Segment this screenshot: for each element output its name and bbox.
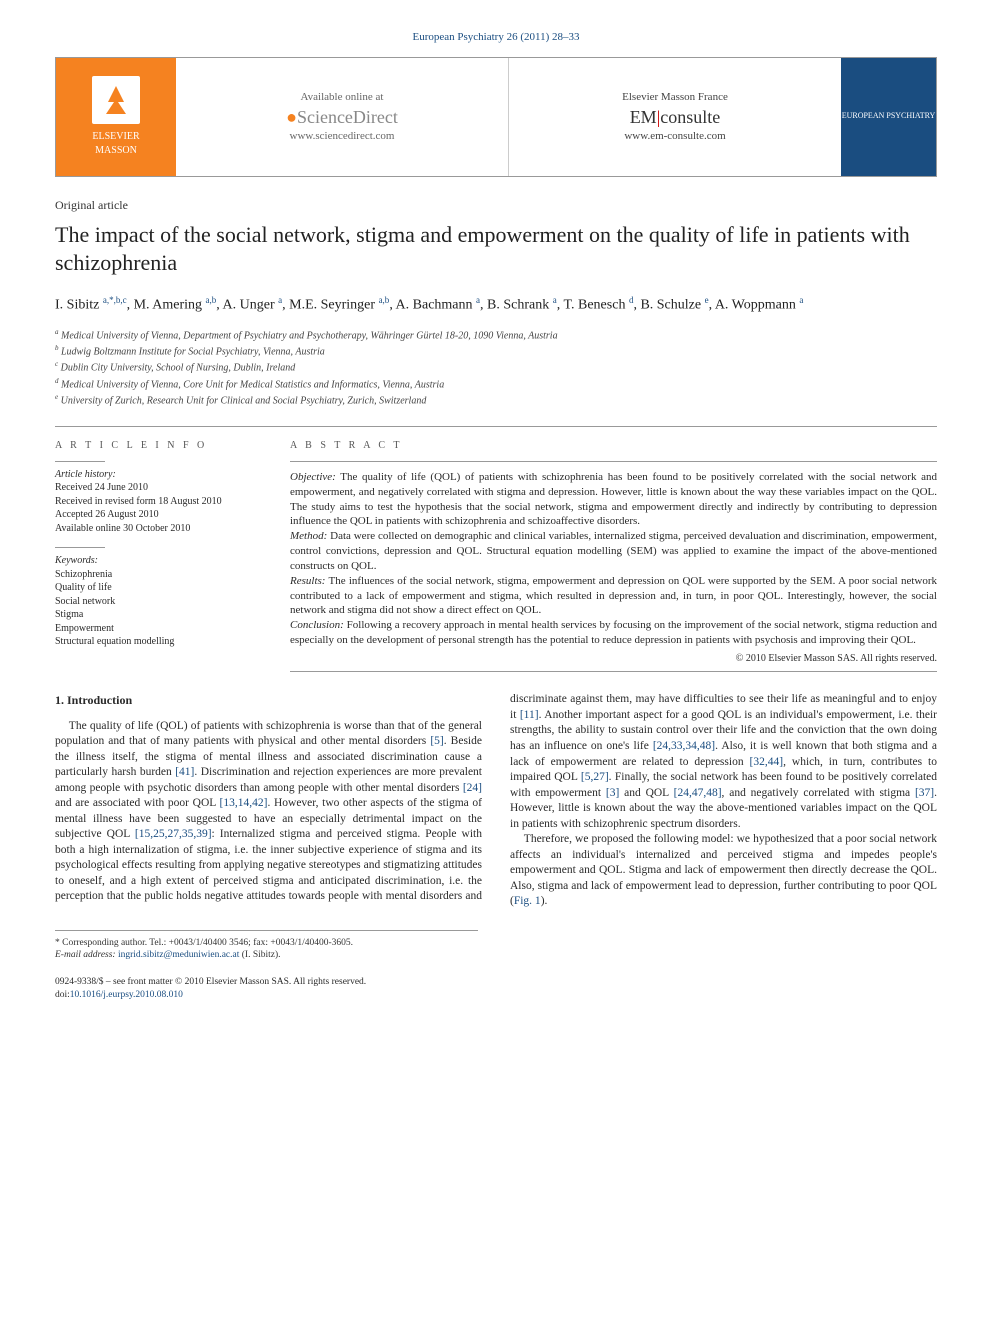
abstract-column: A B S T R A C T Objective: The quality o… — [290, 439, 937, 672]
affiliation-line: e University of Zurich, Research Unit fo… — [55, 393, 937, 408]
affiliation-line: a Medical University of Vienna, Departme… — [55, 328, 937, 343]
history-line: Received in revised form 18 August 2010 — [55, 495, 260, 509]
publisher-name-top: ELSEVIER — [92, 130, 139, 144]
ref-link[interactable]: [15,25,27,35,39] — [135, 828, 212, 840]
abstract-results: The influences of the social network, st… — [290, 575, 937, 617]
keyword: Schizophrenia — [55, 568, 260, 582]
ref-link[interactable]: [11] — [520, 709, 539, 721]
ref-link[interactable]: [5] — [430, 735, 443, 747]
article-type: Original article — [55, 197, 937, 213]
corr-email-link[interactable]: ingrid.sibitz@meduniwien.ac.at — [118, 950, 239, 960]
paragraph: Therefore, we proposed the following mod… — [510, 832, 937, 910]
affiliation-line: c Dublin City University, School of Nurs… — [55, 360, 937, 375]
ref-link[interactable]: [24,33,34,48] — [653, 740, 715, 752]
affiliation-line: d Medical University of Vienna, Core Uni… — [55, 377, 937, 392]
divider — [290, 461, 937, 462]
article-title: The impact of the social network, stigma… — [55, 221, 937, 276]
keyword: Structural equation modelling — [55, 635, 260, 649]
journal-cover-thumb: EUROPEAN PSYCHIATRY — [841, 58, 936, 176]
affiliations: a Medical University of Vienna, Departme… — [55, 328, 937, 409]
abstract-method-label: Method: — [290, 530, 327, 542]
figure-link[interactable]: Fig. 1 — [514, 895, 541, 907]
front-matter-text: 0924-9338/$ – see front matter © 2010 El… — [55, 976, 937, 989]
elsevier-tree-icon — [92, 76, 140, 124]
sd-url[interactable]: www.sciencedirect.com — [290, 129, 395, 144]
sciencedirect-logo: ●ScienceDirect — [286, 105, 398, 129]
history-line: Accepted 26 August 2010 — [55, 508, 260, 522]
abstract-objective: The quality of life (QOL) of patients wi… — [290, 471, 937, 528]
affiliation-line: b Ludwig Boltzmann Institute for Social … — [55, 344, 937, 359]
ref-link[interactable]: [37] — [915, 787, 934, 799]
keywords-label: Keywords: — [55, 554, 260, 568]
divider — [290, 671, 937, 672]
abstract-results-label: Results: — [290, 575, 325, 587]
journal-header: European Psychiatry 26 (2011) 28–33 — [55, 30, 937, 45]
abstract-copyright: © 2010 Elsevier Masson SAS. All rights r… — [290, 652, 937, 666]
author-list: I. Sibitz a,*,b,c, M. Amering a,b, A. Un… — [55, 294, 937, 316]
abstract-heading: A B S T R A C T — [290, 439, 937, 453]
publisher-name-bottom: MASSON — [95, 144, 137, 158]
divider — [55, 426, 937, 427]
em-consulte-panel: Elsevier Masson France EM|consulte www.e… — [509, 58, 841, 176]
ref-link[interactable]: [41] — [175, 766, 194, 778]
article-info-heading: A R T I C L E I N F O — [55, 439, 260, 453]
corr-author-line: * Corresponding author. Tel.: +0043/1/40… — [55, 937, 478, 950]
em-url[interactable]: www.em-consulte.com — [624, 129, 725, 144]
article-body: 1. Introduction The quality of life (QOL… — [55, 692, 937, 909]
doi-link[interactable]: 10.1016/j.eurpsy.2010.08.010 — [70, 990, 183, 1000]
em-consulte-logo: EM|consulte — [630, 105, 721, 129]
ref-link[interactable]: [5,27] — [581, 771, 609, 783]
keyword: Quality of life — [55, 581, 260, 595]
divider-short — [55, 547, 105, 548]
ref-link[interactable]: [32,44] — [750, 756, 784, 768]
keyword: Social network — [55, 595, 260, 609]
ref-link[interactable]: [3] — [606, 787, 619, 799]
divider-short — [55, 461, 105, 462]
keyword: Empowerment — [55, 622, 260, 636]
abstract-conclusion: Following a recovery approach in mental … — [290, 619, 937, 646]
elsevier-masson-logo: ELSEVIER MASSON — [56, 58, 176, 176]
ref-link[interactable]: [24] — [463, 782, 482, 794]
ref-link[interactable]: [24,47,48] — [674, 787, 722, 799]
sciencedirect-panel: Available online at ●ScienceDirect www.s… — [176, 58, 509, 176]
keyword: Stigma — [55, 608, 260, 622]
ref-link[interactable]: [13,14,42] — [220, 797, 268, 809]
abstract-body: Objective: The quality of life (QOL) of … — [290, 470, 937, 648]
doi-label: doi: — [55, 990, 70, 1000]
abstract-conclusion-label: Conclusion: — [290, 619, 344, 631]
publisher-banner: ELSEVIER MASSON Available online at ●Sci… — [55, 57, 937, 177]
journal-cover-title: EUROPEAN PSYCHIATRY — [842, 111, 936, 122]
corr-email-who: (I. Sibitz). — [239, 950, 280, 960]
abstract-method: Data were collected on demographic and c… — [290, 530, 937, 572]
history-label: Article history: — [55, 468, 260, 482]
email-label: E-mail address: — [55, 950, 116, 960]
sd-available-text: Available online at — [301, 90, 384, 105]
article-info-column: A R T I C L E I N F O Article history: R… — [55, 439, 260, 672]
section-heading: 1. Introduction — [55, 692, 482, 708]
abstract-objective-label: Objective: — [290, 471, 336, 483]
em-top-text: Elsevier Masson France — [622, 90, 728, 105]
history-line: Received 24 June 2010 — [55, 481, 260, 495]
history-line: Available online 30 October 2010 — [55, 522, 260, 536]
front-matter-line: 0924-9338/$ – see front matter © 2010 El… — [55, 976, 937, 1002]
corresponding-author-footnote: * Corresponding author. Tel.: +0043/1/40… — [55, 930, 478, 963]
